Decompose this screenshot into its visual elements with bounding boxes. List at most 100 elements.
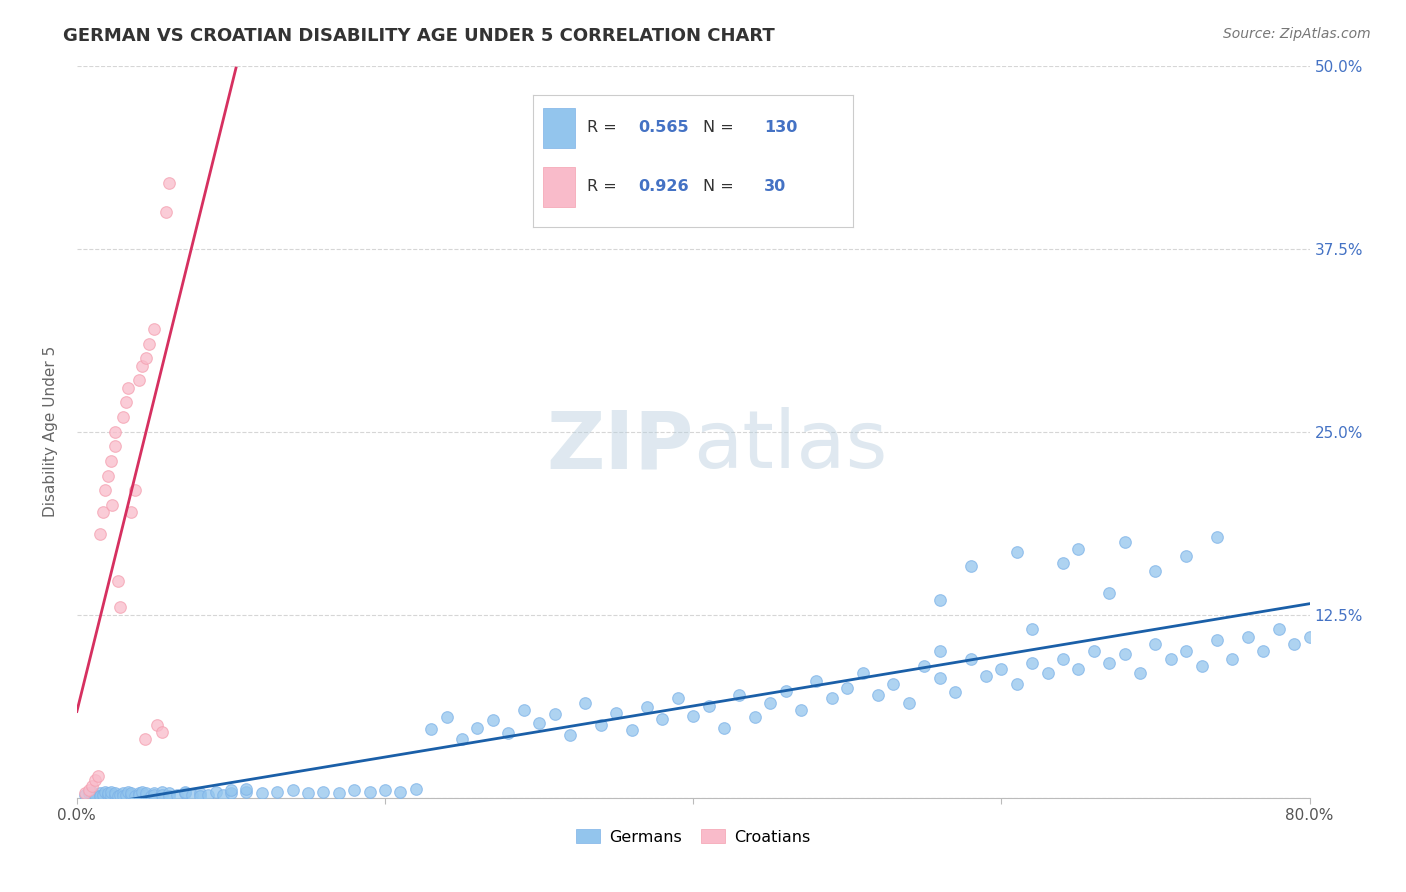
- Point: [682, 708, 704, 723]
- Point: [1005, 676, 1028, 690]
- Point: [157, 789, 180, 804]
- Point: [1021, 623, 1043, 637]
- Point: [790, 703, 813, 717]
- Point: [150, 725, 173, 739]
- Point: [107, 789, 129, 804]
- Point: [134, 732, 156, 747]
- Point: [82, 779, 104, 793]
- Point: [882, 676, 904, 690]
- Point: [1067, 662, 1090, 676]
- Point: [104, 439, 127, 453]
- Point: [482, 713, 505, 727]
- Point: [235, 782, 257, 797]
- Point: [128, 374, 150, 388]
- Point: [1098, 586, 1121, 600]
- Point: [73, 788, 96, 802]
- Point: [1253, 644, 1275, 658]
- Point: [108, 788, 131, 802]
- Point: [101, 498, 124, 512]
- Point: [120, 788, 142, 802]
- Point: [112, 786, 135, 800]
- Point: [104, 786, 127, 800]
- Point: [420, 722, 443, 736]
- Point: [135, 351, 157, 366]
- Point: [188, 789, 211, 804]
- Point: [1237, 630, 1260, 644]
- Point: [250, 786, 273, 800]
- Point: [543, 707, 565, 722]
- Point: [115, 395, 138, 409]
- Point: [112, 410, 135, 425]
- Point: [1144, 637, 1167, 651]
- Point: [389, 785, 412, 799]
- Point: [1206, 530, 1229, 544]
- Point: [943, 685, 966, 699]
- Point: [467, 721, 489, 735]
- Point: [821, 691, 844, 706]
- Point: [1191, 659, 1213, 673]
- Point: [142, 788, 165, 802]
- Point: [146, 717, 169, 731]
- Point: [1083, 644, 1105, 658]
- Point: [124, 483, 146, 498]
- Point: [759, 696, 782, 710]
- Point: [131, 359, 153, 373]
- Point: [1206, 632, 1229, 647]
- Point: [135, 788, 157, 802]
- Point: [574, 696, 596, 710]
- Point: [100, 454, 122, 468]
- Point: [107, 574, 129, 588]
- Point: [77, 786, 100, 800]
- Point: [135, 786, 157, 800]
- Point: [235, 785, 257, 799]
- Point: [73, 786, 96, 800]
- Point: [990, 662, 1012, 676]
- Point: [188, 786, 211, 800]
- Point: [728, 688, 751, 702]
- Point: [1036, 666, 1059, 681]
- Point: [928, 644, 950, 658]
- Point: [1052, 557, 1074, 571]
- Point: [93, 785, 115, 799]
- Point: [852, 666, 875, 681]
- Point: [150, 785, 173, 799]
- Point: [219, 783, 242, 797]
- Point: [928, 671, 950, 685]
- Point: [651, 712, 673, 726]
- Point: [1114, 534, 1136, 549]
- Point: [636, 700, 658, 714]
- Point: [1098, 656, 1121, 670]
- Point: [451, 732, 474, 747]
- Point: [1021, 656, 1043, 670]
- Legend: Germans, Croatians: Germans, Croatians: [575, 829, 811, 845]
- Point: [117, 381, 139, 395]
- Point: [1129, 666, 1152, 681]
- Point: [558, 728, 581, 742]
- Point: [959, 651, 981, 665]
- Point: [744, 710, 766, 724]
- Point: [219, 786, 242, 800]
- Point: [91, 505, 114, 519]
- Point: [89, 527, 111, 541]
- Point: [1175, 644, 1198, 658]
- Point: [1114, 648, 1136, 662]
- Point: [527, 716, 550, 731]
- Point: [959, 559, 981, 574]
- Point: [104, 425, 127, 439]
- Point: [1160, 651, 1182, 665]
- Point: [97, 786, 120, 800]
- Point: [82, 789, 104, 804]
- Point: [974, 669, 997, 683]
- Point: [108, 600, 131, 615]
- Point: [1282, 637, 1305, 651]
- Point: [837, 681, 859, 695]
- Point: [128, 788, 150, 802]
- Point: [374, 783, 396, 797]
- Point: [131, 785, 153, 799]
- Point: [713, 721, 735, 735]
- Point: [775, 684, 797, 698]
- Point: [157, 786, 180, 800]
- Point: [82, 785, 104, 799]
- Point: [115, 788, 138, 802]
- Text: atlas: atlas: [693, 408, 887, 485]
